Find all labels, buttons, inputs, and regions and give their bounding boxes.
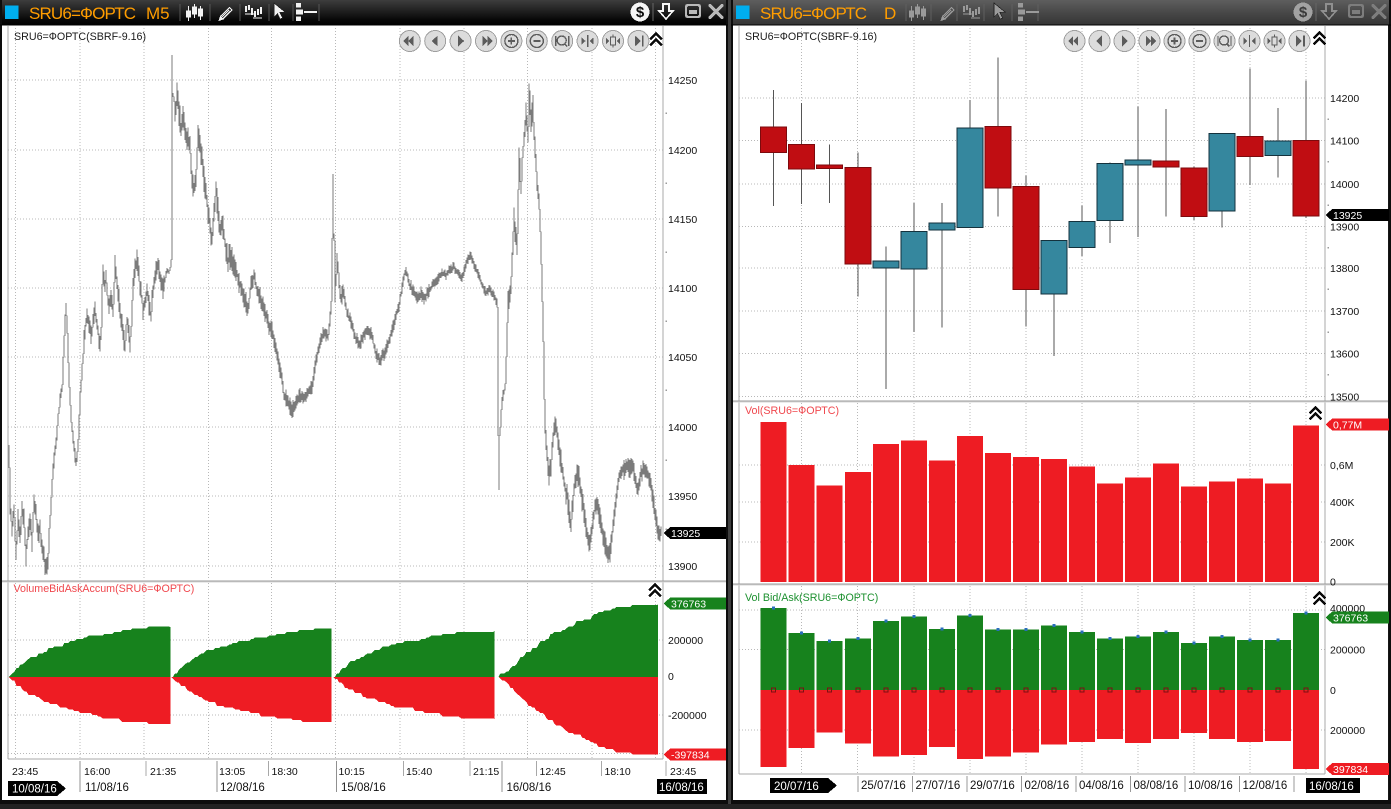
svg-text:14200: 14200 — [668, 145, 697, 157]
svg-text:200000: 200000 — [1330, 644, 1365, 656]
svg-text:SRU6=ФОРТС(SBRF-9.16): SRU6=ФОРТС(SBRF-9.16) — [14, 31, 146, 43]
svg-text:13900: 13900 — [668, 561, 697, 573]
svg-text:10/08/16: 10/08/16 — [12, 784, 57, 796]
svg-text:20/07/16: 20/07/16 — [774, 781, 819, 793]
svg-text:11/08/16: 11/08/16 — [85, 782, 129, 794]
svg-text:08/08/16: 08/08/16 — [1134, 780, 1179, 792]
svg-text:14100: 14100 — [668, 283, 697, 295]
svg-text:SRU6=ФОРТС: SRU6=ФОРТС — [760, 4, 867, 23]
svg-text:Vol Bid/Ask(SRU6=ФОРТС): Vol Bid/Ask(SRU6=ФОРТС) — [745, 592, 878, 604]
svg-text:13700: 13700 — [1330, 306, 1359, 318]
svg-text:13925: 13925 — [671, 528, 700, 540]
svg-text:29/07/16: 29/07/16 — [970, 780, 1015, 792]
svg-text:23:45: 23:45 — [670, 766, 696, 778]
svg-text:VolumeBidAskAccum(SRU6=ФОРТС): VolumeBidAskAccum(SRU6=ФОРТС) — [14, 583, 195, 595]
svg-text:14100: 14100 — [1330, 136, 1359, 148]
svg-text:15/08/16: 15/08/16 — [341, 782, 386, 794]
svg-text:200000: 200000 — [1330, 725, 1365, 737]
svg-text:14050: 14050 — [668, 352, 697, 364]
svg-text:02/08/16: 02/08/16 — [1025, 780, 1070, 792]
svg-text:400K: 400K — [1330, 497, 1355, 509]
svg-text:0: 0 — [1330, 685, 1336, 697]
svg-text:$: $ — [636, 4, 645, 21]
svg-text:16/08/16: 16/08/16 — [507, 782, 552, 794]
svg-text:D: D — [884, 4, 896, 23]
svg-text:14250: 14250 — [668, 75, 697, 87]
svg-text:0,77M: 0,77M — [1333, 419, 1362, 431]
svg-text:15:40: 15:40 — [406, 766, 432, 778]
svg-text:0,6M: 0,6M — [1330, 460, 1353, 472]
svg-text:10:15: 10:15 — [339, 766, 365, 778]
svg-text:14000: 14000 — [668, 422, 697, 434]
svg-text:16:00: 16:00 — [84, 766, 110, 778]
svg-text:13925: 13925 — [1333, 210, 1362, 222]
svg-text:12/08/16: 12/08/16 — [1243, 780, 1288, 792]
svg-text:$: $ — [1299, 4, 1308, 21]
svg-text:27/07/16: 27/07/16 — [916, 780, 961, 792]
svg-text:13600: 13600 — [1330, 349, 1359, 361]
svg-text:200K: 200K — [1330, 537, 1355, 549]
svg-text:23:45: 23:45 — [12, 766, 38, 778]
svg-text:13900: 13900 — [1330, 222, 1359, 234]
svg-text:M5: M5 — [146, 4, 170, 23]
svg-text:14200: 14200 — [1330, 93, 1359, 105]
svg-text:13800: 13800 — [1330, 263, 1359, 275]
svg-text:12/08/16: 12/08/16 — [220, 782, 265, 794]
svg-text:04/08/16: 04/08/16 — [1079, 780, 1124, 792]
svg-text:0: 0 — [668, 671, 674, 683]
svg-text:13500: 13500 — [1330, 391, 1359, 403]
svg-text:14000: 14000 — [1330, 179, 1359, 191]
svg-text:21:15: 21:15 — [473, 766, 499, 778]
svg-text:12:45: 12:45 — [540, 766, 566, 778]
svg-text:376763: 376763 — [1333, 612, 1368, 624]
svg-text:18:30: 18:30 — [272, 766, 298, 778]
svg-text:13:05: 13:05 — [219, 766, 245, 778]
svg-text:-397834: -397834 — [671, 749, 710, 761]
svg-text:SRU6=ФОРТС(SBRF-9.16): SRU6=ФОРТС(SBRF-9.16) — [745, 31, 877, 43]
svg-text:Vol(SRU6=ФОРТС): Vol(SRU6=ФОРТС) — [745, 405, 839, 417]
svg-text:16/08/16: 16/08/16 — [1309, 781, 1354, 793]
svg-text:200000: 200000 — [668, 635, 703, 647]
svg-text:10/08/16: 10/08/16 — [1188, 780, 1233, 792]
svg-text:0: 0 — [1330, 577, 1336, 589]
svg-text:16/08/16: 16/08/16 — [659, 782, 704, 794]
svg-text:13950: 13950 — [668, 491, 697, 503]
svg-text:14150: 14150 — [668, 214, 697, 226]
svg-text:21:35: 21:35 — [150, 766, 176, 778]
svg-text:397834: 397834 — [1333, 764, 1368, 776]
svg-text:25/07/16: 25/07/16 — [861, 780, 906, 792]
svg-text:376763: 376763 — [671, 598, 706, 610]
svg-text:-200000: -200000 — [668, 710, 707, 722]
svg-text:18:10: 18:10 — [605, 766, 631, 778]
svg-text:SRU6=ФОРТС: SRU6=ФОРТС — [29, 4, 136, 23]
